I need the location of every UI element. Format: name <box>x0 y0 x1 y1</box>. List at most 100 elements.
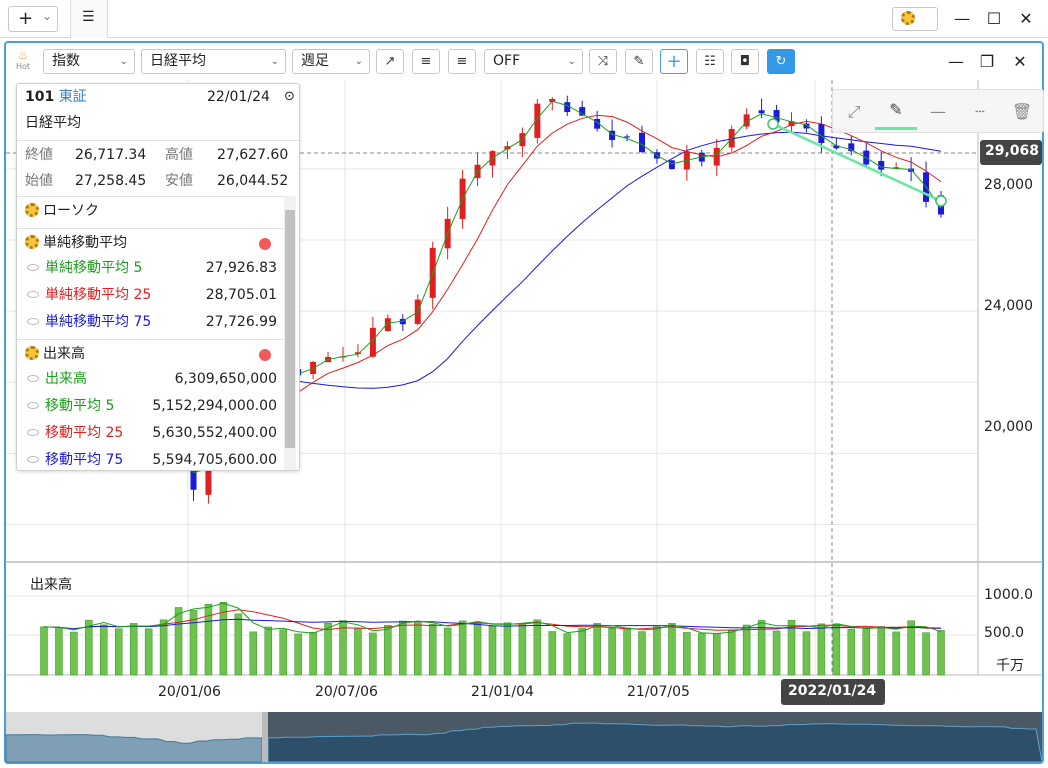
candle-body <box>384 318 391 332</box>
volume-bar <box>638 631 646 676</box>
volume-tick: 1000.0 <box>984 587 1033 603</box>
high-value: 27,627.60 <box>217 147 289 163</box>
candle-body <box>564 102 571 113</box>
volume-bar <box>488 625 497 676</box>
volume-bar <box>159 619 168 676</box>
volume-bar <box>922 632 930 676</box>
volume-tick: 500.0 <box>984 625 1025 641</box>
candle-body <box>848 143 855 152</box>
candle-body <box>803 123 810 129</box>
sma75-value: 27,726.99 <box>205 314 277 330</box>
settings-button[interactable] <box>892 7 938 31</box>
sma5-row: 単純移動平均 5 27,926.83 <box>17 255 287 281</box>
candle-body <box>504 146 511 150</box>
info-scrollbar[interactable] <box>284 196 296 470</box>
hot-button[interactable]: ♨ Hot <box>12 48 34 76</box>
volume-bar <box>533 619 542 676</box>
volume-bar <box>204 603 213 676</box>
volume-bar <box>414 620 422 676</box>
crosshair-button[interactable]: + <box>660 49 688 74</box>
candle-body <box>594 119 601 129</box>
shuffle-button[interactable]: ⤨ <box>589 49 617 74</box>
screenshot-button[interactable]: ◘ <box>731 49 759 74</box>
solid-line-icon[interactable]: — <box>930 102 946 121</box>
crosshair-icon: + <box>666 51 682 72</box>
maximize-button[interactable]: ☐ <box>986 9 1002 28</box>
volume-section[interactable]: 出来高 <box>17 339 285 367</box>
trendline-tool-button[interactable]: ↗ <box>376 49 404 74</box>
minimize-button[interactable]: — <box>954 9 970 28</box>
period-select[interactable]: 週足 ⌄ <box>292 49 370 74</box>
list-menu-button[interactable]: ☰ <box>70 0 108 38</box>
close-button[interactable]: ✕ <box>1019 9 1033 28</box>
symbol-name: 日経平均 <box>25 115 81 131</box>
chart-close-button[interactable]: ✕ <box>1013 52 1027 71</box>
price-tick: 24,000 <box>984 298 1033 314</box>
volume-bar <box>294 633 302 676</box>
chart-restore-button[interactable]: ❐ <box>979 52 995 71</box>
align-left-button[interactable]: ≡ <box>412 49 440 74</box>
remove-indicator-icon[interactable] <box>259 349 271 361</box>
close-label: 終値 <box>25 147 53 163</box>
open-label: 始値 <box>25 173 53 189</box>
mode-select[interactable]: OFF ⌄ <box>484 49 583 74</box>
vma5-row: 移動平均 5 5,152,294,000.00 <box>17 393 287 419</box>
eye-icon[interactable] <box>27 291 39 298</box>
eye-icon[interactable] <box>27 264 39 271</box>
eye-icon[interactable] <box>27 318 39 325</box>
candle-body <box>369 327 376 357</box>
volume-bar <box>85 619 93 676</box>
add-tab-button[interactable]: + ⌄ <box>8 6 58 32</box>
volume-bar <box>129 623 138 676</box>
volume-bar <box>832 623 841 676</box>
eye-icon[interactable] <box>27 456 39 463</box>
align-right-icon: ≡ <box>456 54 468 69</box>
volume-bar <box>503 622 512 676</box>
symbol-select-value: 日経平均 <box>150 53 206 69</box>
volume-bar <box>623 627 631 676</box>
sma-section[interactable]: 単純移動平均 <box>17 228 285 256</box>
collapse-icon[interactable]: ⊙ <box>284 89 295 104</box>
align-right-button[interactable]: ≡ <box>448 49 476 74</box>
type-select[interactable]: 指数 ⌄ <box>43 49 135 74</box>
current-price-label: 29,068 <box>985 143 1040 159</box>
chart-minimize-button[interactable]: — <box>948 52 964 71</box>
time-tick: 20/01/06 <box>158 684 221 700</box>
time-tick: 21/07/05 <box>627 684 690 700</box>
candle-section[interactable]: ローソク <box>17 196 285 224</box>
indicator-settings-button[interactable]: ☷ <box>696 49 724 74</box>
trash-icon[interactable]: 🗑 <box>1011 102 1033 121</box>
eye-icon[interactable] <box>27 375 39 382</box>
symbol-select[interactable]: 日経平均 ⌄ <box>141 49 286 74</box>
dashed-line-icon[interactable]: ┄ <box>975 102 985 121</box>
sma25-label: 単純移動平均 25 <box>45 287 152 303</box>
volume-bar <box>787 619 796 676</box>
scroll-thumb[interactable] <box>285 210 295 448</box>
sma5-label: 単純移動平均 5 <box>45 260 143 276</box>
volume-bar <box>757 620 766 676</box>
volume-bar <box>144 628 153 676</box>
gear-icon <box>25 203 39 217</box>
candle-body <box>579 107 586 116</box>
sma5-line <box>43 100 942 474</box>
candle-body <box>639 132 645 153</box>
date-label: 22/01/24 <box>207 89 270 105</box>
refresh-button[interactable]: ↻ <box>767 49 795 74</box>
remove-indicator-icon[interactable] <box>259 238 271 250</box>
volume-bar <box>548 631 557 676</box>
pen-button[interactable]: ✎ <box>625 49 653 74</box>
eye-icon[interactable] <box>27 402 39 409</box>
volume-unit: 千万 <box>996 658 1024 674</box>
sma-label: 単純移動平均 <box>43 235 127 251</box>
current-price-tag <box>980 140 1042 165</box>
pencil-color-icon[interactable]: ✎ <box>875 94 917 130</box>
volume-bar <box>174 607 183 676</box>
chevron-down-icon: ⌄ <box>270 56 279 67</box>
eye-icon[interactable] <box>27 429 39 436</box>
trendline-handle-start <box>767 118 779 130</box>
low-label: 安値 <box>165 173 193 189</box>
volume-bar <box>698 633 706 676</box>
expand-icon[interactable]: ⤢ <box>847 102 861 121</box>
candle-body <box>549 99 556 102</box>
